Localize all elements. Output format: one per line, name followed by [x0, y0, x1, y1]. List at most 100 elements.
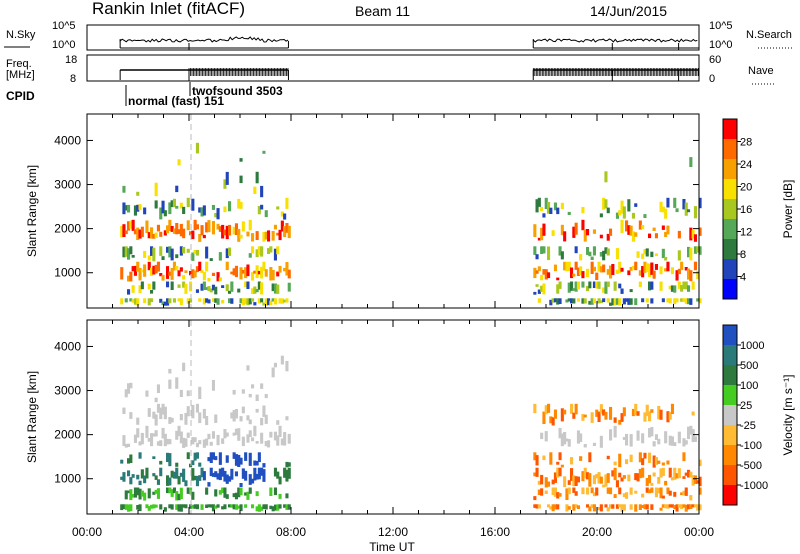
heatmap-cell [179, 202, 183, 209]
heatmap-cell [248, 487, 252, 494]
heatmap-cell [664, 231, 668, 237]
nsky-label: N.Sky [6, 29, 36, 41]
heatmap-cell [209, 258, 213, 261]
heatmap-cell [124, 230, 128, 235]
heatmap-cell [588, 473, 592, 487]
heatmap-cell [691, 429, 695, 443]
heatmap-cell [186, 298, 190, 304]
heatmap-cell [214, 505, 218, 509]
heatmap-cell [650, 262, 654, 275]
heatmap-cell [276, 420, 280, 425]
heatmap-cell [216, 223, 220, 230]
heatmap-cell [535, 467, 539, 477]
heatmap-cell [664, 480, 668, 486]
heatmap-cell [684, 202, 688, 216]
heatmap-cell [654, 264, 658, 270]
heatmap-cell [269, 431, 273, 438]
heatmap-cell [590, 504, 594, 508]
heatmap-cell [627, 225, 631, 235]
heatmap-cell [127, 490, 131, 494]
heatmap-cell [140, 432, 144, 445]
heatmap-cell [267, 230, 271, 242]
heatmap-cell [143, 475, 147, 484]
heatmap-cell [641, 493, 645, 498]
heatmap-cell [560, 464, 564, 468]
heatmap-cell [198, 207, 202, 213]
heatmap-cell [556, 298, 560, 305]
heatmap-cell [599, 213, 603, 218]
heatmap-cell [207, 433, 211, 440]
heatmap-cell [186, 390, 190, 397]
heatmap-cell [248, 474, 252, 485]
heatmap-cell [177, 476, 181, 485]
heatmap-cell [234, 471, 238, 477]
heatmap-cell [225, 171, 229, 185]
heatmap-cell [154, 397, 158, 403]
heatmap-cell [689, 495, 693, 501]
heatmap-cell [264, 210, 268, 218]
heatmap-cell [581, 271, 585, 279]
heatmap-cell [248, 298, 252, 305]
heatmap-cell [262, 150, 266, 154]
heatmap-cell [280, 211, 284, 217]
velocity-ylabel: Slant Range [km] [25, 371, 39, 463]
power-ylabel: Slant Range [km] [25, 165, 39, 257]
heatmap-cell [590, 298, 594, 305]
heatmap-cell [581, 281, 585, 288]
heatmap-cell [280, 220, 284, 232]
heatmap-cell [645, 487, 649, 493]
heatmap-cell [622, 437, 626, 440]
heatmap-cell [239, 504, 243, 512]
heatmap-cell [136, 298, 140, 306]
heatmap-cell [278, 265, 282, 273]
heatmap-cell [558, 452, 562, 461]
heatmap-cell [133, 434, 137, 443]
heatmap-cell [570, 281, 574, 291]
y-tick-label: 3000 [54, 178, 81, 192]
heatmap-cell [225, 474, 229, 484]
heatmap-cell [283, 432, 287, 446]
heatmap-cell [595, 409, 599, 417]
heatmap-cell [650, 427, 654, 437]
heatmap-cell [246, 281, 250, 289]
heatmap-cell [177, 159, 181, 166]
heatmap-cell [172, 261, 176, 271]
heatmap-cell [677, 281, 681, 289]
heatmap-cell [255, 461, 259, 466]
heatmap-cell [221, 467, 225, 477]
heatmap-cell [131, 285, 135, 293]
heatmap-cell [533, 496, 537, 501]
heatmap-cell [629, 298, 633, 305]
heatmap-cell [228, 298, 232, 304]
heatmap-cell [540, 488, 544, 496]
heatmap-cell [287, 269, 291, 279]
heatmap-cell [576, 505, 580, 509]
heatmap-cell [255, 491, 259, 497]
heatmap-cell [615, 504, 619, 509]
heatmap-cell [615, 248, 619, 260]
heatmap-cell [179, 414, 183, 421]
heatmap-cell [540, 274, 544, 281]
heatmap-cell [129, 489, 133, 501]
heatmap-cell [138, 229, 142, 239]
heatmap-cell [698, 246, 702, 255]
heatmap-cell [560, 433, 564, 447]
heatmap-cell [207, 286, 211, 292]
heatmap-cell [606, 269, 610, 275]
heatmap-cell [211, 298, 215, 302]
heatmap-cell [207, 299, 211, 304]
colorbar-tick-label: 28 [740, 137, 752, 149]
heatmap-cell [225, 248, 229, 259]
heatmap-cell [689, 425, 693, 435]
heatmap-cell [609, 429, 613, 441]
heatmap-cell [682, 199, 686, 210]
heatmap-cell [696, 504, 700, 511]
heatmap-cell [175, 491, 179, 501]
heatmap-cell [648, 489, 652, 494]
colorbar-tick-label: 100 [740, 380, 758, 392]
heatmap-cell [246, 415, 250, 421]
heatmap-cell [682, 476, 686, 479]
heatmap-cell [131, 219, 135, 231]
heatmap-cell [542, 269, 546, 275]
heatmap-cell [230, 412, 234, 419]
